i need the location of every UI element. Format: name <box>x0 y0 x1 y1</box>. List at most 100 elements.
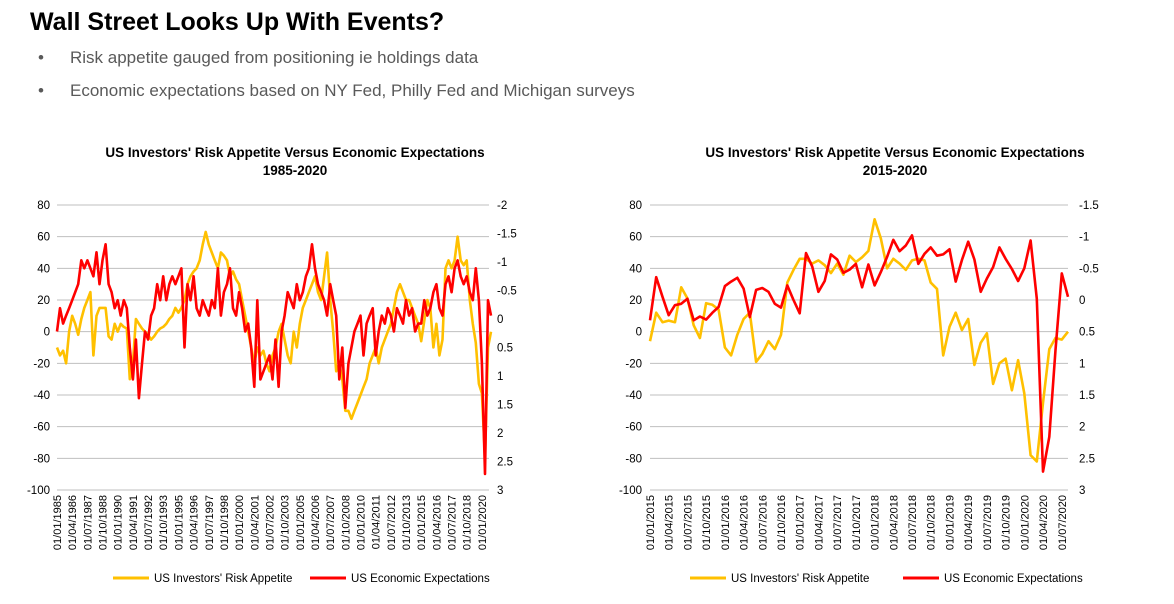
x-tick-label: 01/07/2016 <box>757 495 769 550</box>
y-left-tick-label: -40 <box>33 390 50 402</box>
x-tick-label: 01/01/2005 <box>295 495 307 550</box>
x-tick-label: 01/01/1990 <box>113 495 125 550</box>
x-tick-label: 01/04/2016 <box>431 495 443 550</box>
x-tick-label: 01/01/2020 <box>477 495 489 550</box>
y-left-tick-label: 20 <box>37 295 50 307</box>
y-right-tick-label: 3 <box>497 485 503 497</box>
y-left-tick-label: 60 <box>629 232 642 244</box>
x-tick-label: 01/07/2019 <box>982 495 994 550</box>
x-tick-label: 01/07/1987 <box>82 495 94 550</box>
chart-title: US Investors' Risk Appetite Versus Econo… <box>705 145 1084 160</box>
x-tick-label: 01/04/2001 <box>249 495 261 550</box>
chart-subtitle: 2015-2020 <box>863 163 928 178</box>
x-tick-label: 01/10/1993 <box>158 495 170 550</box>
y-left-tick-label: 20 <box>629 295 642 307</box>
chart-subtitle: 1985-2020 <box>263 163 328 178</box>
x-tick-label: 01/07/2007 <box>325 495 337 550</box>
y-left-tick-label: -20 <box>625 358 642 370</box>
y-left-tick-label: -60 <box>33 422 50 434</box>
x-tick-label: 01/04/2017 <box>813 495 825 550</box>
x-tick-label: 01/01/2019 <box>944 495 956 550</box>
x-tick-label: 01/07/1997 <box>204 495 216 550</box>
chart-title: US Investors' Risk Appetite Versus Econo… <box>105 145 484 160</box>
x-tick-label: 01/07/2017 <box>447 495 459 550</box>
y-left-tick-label: -60 <box>625 422 642 434</box>
x-tick-label: 01/10/2015 <box>701 495 713 550</box>
y-left-tick-label: 60 <box>37 232 50 244</box>
x-tick-label: 01/04/2011 <box>371 495 383 549</box>
x-tick-label: 01/01/2010 <box>356 495 368 550</box>
y-right-tick-label: -1 <box>497 257 507 269</box>
y-right-tick-label: -1.5 <box>1079 200 1099 212</box>
series-economic-expectations-line <box>648 234 1070 473</box>
slide-title: Wall Street Looks Up With Events? <box>30 8 445 36</box>
y-left-tick-label: -100 <box>619 485 642 497</box>
y-right-tick-label: 2.5 <box>1079 453 1095 465</box>
bullet-icon: • <box>38 81 44 100</box>
x-tick-label: 01/01/1985 <box>52 495 64 550</box>
y-left-tick-label: 40 <box>37 263 50 275</box>
legend-label: US Economic Expectations <box>944 573 1083 585</box>
x-tick-label: 01/01/2018 <box>870 495 882 550</box>
y-left-tick-label: -80 <box>625 453 642 465</box>
series-economic-expectations-line <box>55 243 493 476</box>
x-tick-label: 01/04/2018 <box>888 495 900 550</box>
x-tick-label: 01/04/1991 <box>128 495 140 550</box>
y-right-tick-label: -0.5 <box>1079 263 1099 275</box>
x-tick-label: 01/04/2015 <box>664 495 676 550</box>
y-right-tick-label: 1.5 <box>1079 390 1095 402</box>
y-left-tick-label: 0 <box>636 327 642 339</box>
y-right-tick-label: 0 <box>497 314 503 326</box>
x-tick-label: 01/07/2012 <box>386 495 398 550</box>
y-left-tick-label: 0 <box>44 327 50 339</box>
y-right-tick-label: 1 <box>497 371 503 383</box>
y-right-tick-label: -0.5 <box>497 286 517 298</box>
y-right-tick-label: 2.5 <box>497 457 513 469</box>
x-tick-label: 01/01/2020 <box>1019 495 1031 550</box>
x-tick-label: 01/01/2000 <box>234 495 246 550</box>
x-tick-label: 01/10/2017 <box>851 495 863 550</box>
x-tick-label: 01/10/2013 <box>401 495 413 550</box>
bullet-text: Economic expectations based on NY Fed, P… <box>70 81 635 100</box>
y-right-tick-label: 0.5 <box>497 343 513 355</box>
x-tick-label: 01/07/2020 <box>1057 495 1069 550</box>
y-right-tick-label: -1 <box>1079 232 1089 244</box>
x-tick-label: 01/10/2018 <box>462 495 474 550</box>
y-left-tick-label: -80 <box>33 453 50 465</box>
x-tick-label: 01/07/1992 <box>143 495 155 550</box>
y-left-tick-label: 40 <box>629 263 642 275</box>
x-tick-label: 01/10/2018 <box>926 495 938 550</box>
y-right-tick-label: 0 <box>1079 295 1085 307</box>
y-left-tick-label: 80 <box>37 200 50 212</box>
x-tick-label: 01/07/2018 <box>907 495 919 550</box>
x-tick-label: 01/10/2003 <box>280 495 292 550</box>
chart-1: US Investors' Risk Appetite Versus Econo… <box>27 145 517 585</box>
legend-label: US Economic Expectations <box>351 573 490 585</box>
y-left-tick-label: -100 <box>27 485 50 497</box>
legend-label: US Investors' Risk Appetite <box>731 573 869 585</box>
x-tick-label: 01/01/2017 <box>795 495 807 550</box>
bullet-text: Risk appetite gauged from positioning ie… <box>70 48 479 67</box>
y-right-tick-label: -1.5 <box>497 229 517 241</box>
y-right-tick-label: 1.5 <box>497 400 513 412</box>
bullet-icon: • <box>38 48 44 67</box>
x-tick-label: 01/04/1996 <box>189 495 201 550</box>
y-right-tick-label: 0.5 <box>1079 327 1095 339</box>
x-tick-label: 01/10/2008 <box>340 495 352 550</box>
x-tick-label: 01/04/2016 <box>739 495 751 550</box>
y-right-tick-label: 2 <box>1079 422 1085 434</box>
x-tick-label: 01/07/2017 <box>832 495 844 550</box>
x-tick-label: 01/10/1998 <box>219 495 231 550</box>
x-tick-label: 01/04/2019 <box>963 495 975 550</box>
series-risk-appetite-line <box>648 218 1070 463</box>
x-tick-label: 01/01/2016 <box>720 495 732 550</box>
x-tick-label: 01/04/1986 <box>67 495 79 550</box>
y-left-tick-label: -20 <box>33 358 50 370</box>
chart-2: US Investors' Risk Appetite Versus Econo… <box>619 145 1099 585</box>
y-right-tick-label: -2 <box>497 200 507 212</box>
x-tick-label: 01/07/2015 <box>682 495 694 550</box>
x-tick-label: 01/10/1988 <box>98 495 110 550</box>
x-tick-label: 01/10/2016 <box>776 495 788 550</box>
x-tick-label: 01/01/2015 <box>645 495 657 550</box>
